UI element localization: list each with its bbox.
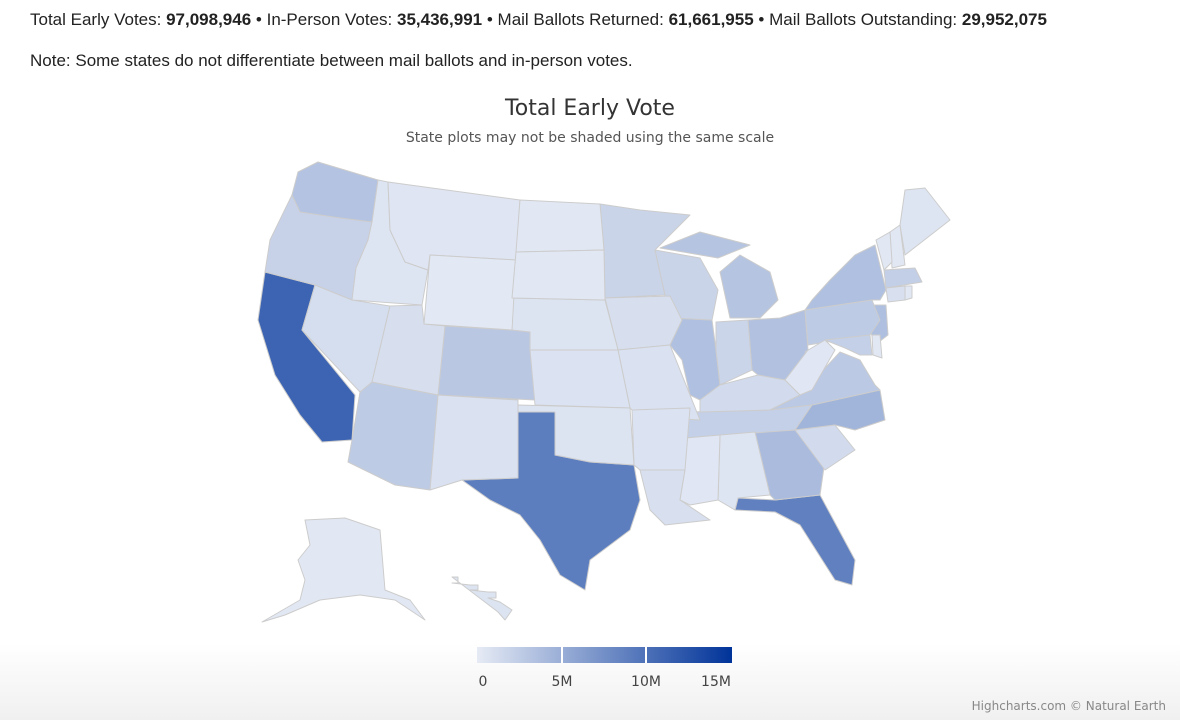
legend-label: 0 <box>478 674 488 690</box>
state-ma[interactable] <box>883 267 923 289</box>
state-fl[interactable] <box>734 494 856 586</box>
state-ar[interactable] <box>631 407 691 471</box>
mail-returned-value: 61,661,955 <box>668 10 754 29</box>
chart-subtitle: State plots may not be shaded using the … <box>405 130 775 146</box>
state-ny[interactable] <box>804 244 887 311</box>
state-mi[interactable] <box>659 231 751 259</box>
state-ia[interactable] <box>604 295 683 351</box>
state-ak[interactable] <box>261 517 426 623</box>
legend-label: 15M <box>701 674 731 690</box>
total-value: 97,098,946 <box>166 10 252 29</box>
state-wv[interactable] <box>784 339 836 396</box>
state-ks[interactable] <box>529 349 631 409</box>
legend-label: 5M <box>551 674 573 690</box>
inperson-label: In-Person Votes: <box>266 10 393 29</box>
us-map <box>257 161 951 623</box>
state-co[interactable] <box>437 325 536 401</box>
separator: • <box>486 10 493 29</box>
mail-outstanding-value: 29,952,075 <box>961 10 1047 29</box>
state-vt[interactable] <box>875 231 893 271</box>
map-chart: Total Early Vote State plots may not be … <box>0 80 1180 720</box>
state-de[interactable] <box>871 334 883 359</box>
state-ri[interactable] <box>904 285 913 301</box>
state-sc[interactable] <box>794 424 856 471</box>
state-wy[interactable] <box>423 254 517 331</box>
credits-link[interactable]: Highcharts.com © Natural Earth <box>971 699 1166 713</box>
mail-returned-label: Mail Ballots Returned: <box>497 10 664 29</box>
note: Note: Some states do not differentiate b… <box>30 51 633 70</box>
state-sd[interactable] <box>511 249 606 301</box>
state-ok[interactable] <box>517 404 635 466</box>
state-az[interactable] <box>347 381 439 491</box>
mail-outstanding-label: Mail Ballots Outstanding: <box>769 10 958 29</box>
state-in[interactable] <box>715 319 753 386</box>
state-nd[interactable] <box>515 199 605 253</box>
state-nm[interactable] <box>429 394 519 491</box>
state-pa[interactable] <box>804 299 881 346</box>
separator: • <box>758 10 765 29</box>
legend-tick <box>645 647 647 663</box>
color-axis-bar <box>477 647 732 663</box>
chart-title: Total Early Vote <box>505 96 675 121</box>
state-md[interactable] <box>824 334 873 356</box>
state-mi[interactable] <box>719 254 779 319</box>
separator: • <box>255 10 262 29</box>
legend-label: 10M <box>631 674 661 690</box>
state-ct[interactable] <box>885 285 906 303</box>
legend-tick <box>561 647 563 663</box>
total-label: Total Early Votes: <box>30 10 162 29</box>
inperson-value: 35,436,991 <box>397 10 483 29</box>
vote-summary: Total Early Votes: 97,098,946 • In-Perso… <box>30 10 1047 30</box>
state-hi[interactable] <box>451 576 513 621</box>
state-me[interactable] <box>899 187 951 256</box>
